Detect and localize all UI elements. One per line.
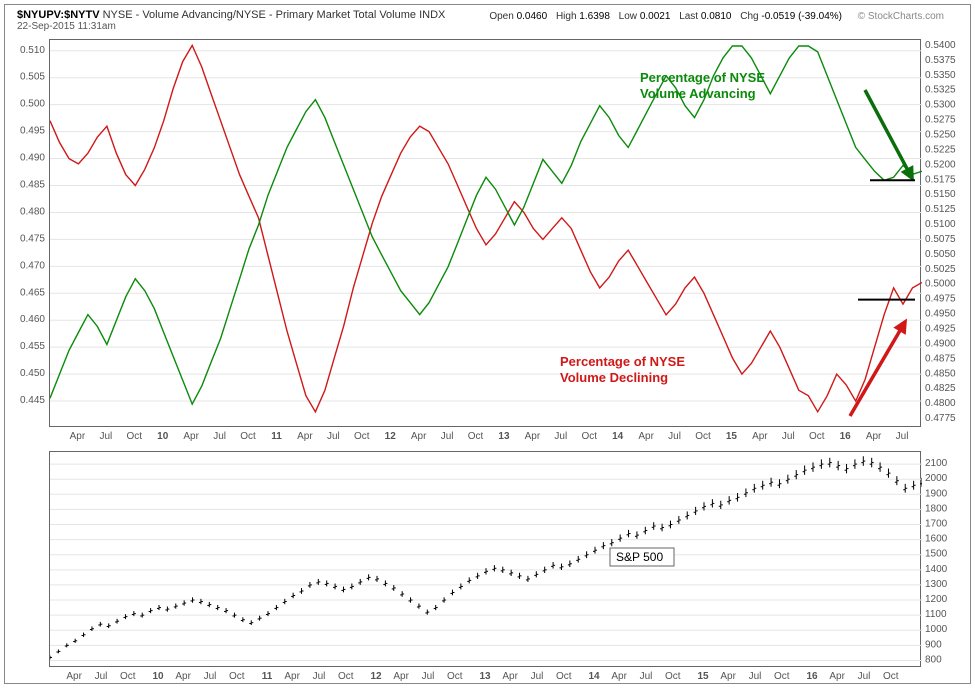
svg-text:Oct: Oct bbox=[556, 671, 572, 682]
svg-text:Apr: Apr bbox=[284, 671, 300, 682]
svg-text:Apr: Apr bbox=[829, 671, 845, 682]
svg-text:1400: 1400 bbox=[925, 564, 948, 575]
svg-text:Apr: Apr bbox=[611, 671, 627, 682]
svg-text:Jul: Jul bbox=[204, 671, 217, 682]
svg-text:Jul: Jul bbox=[422, 671, 435, 682]
svg-text:1200: 1200 bbox=[925, 594, 948, 605]
svg-text:800: 800 bbox=[925, 654, 942, 665]
svg-text:1800: 1800 bbox=[925, 503, 948, 514]
svg-text:Jul: Jul bbox=[858, 671, 871, 682]
sub-axes-svg: 800 900 1000 1100 1200 1300 1400 1500 1600 1700 18… bbox=[5, 5, 975, 693]
svg-text:Apr: Apr bbox=[393, 671, 409, 682]
svg-text:Jul: Jul bbox=[95, 671, 108, 682]
svg-text:Jul: Jul bbox=[749, 671, 762, 682]
svg-text:2100: 2100 bbox=[925, 458, 948, 469]
svg-text:Apr: Apr bbox=[175, 671, 191, 682]
svg-text:12: 12 bbox=[370, 671, 382, 682]
svg-text:16: 16 bbox=[806, 671, 818, 682]
svg-text:Oct: Oct bbox=[120, 671, 136, 682]
svg-text:2000: 2000 bbox=[925, 473, 948, 484]
svg-text:10: 10 bbox=[152, 671, 164, 682]
svg-text:Apr: Apr bbox=[502, 671, 518, 682]
svg-text:Apr: Apr bbox=[720, 671, 736, 682]
svg-text:Jul: Jul bbox=[313, 671, 326, 682]
svg-text:Oct: Oct bbox=[665, 671, 681, 682]
svg-text:1600: 1600 bbox=[925, 534, 948, 545]
svg-text:Oct: Oct bbox=[229, 671, 245, 682]
svg-text:Apr: Apr bbox=[66, 671, 82, 682]
svg-text:14: 14 bbox=[588, 671, 600, 682]
svg-text:Jul: Jul bbox=[640, 671, 653, 682]
svg-text:Jul: Jul bbox=[531, 671, 544, 682]
svg-text:1000: 1000 bbox=[925, 624, 948, 635]
svg-text:Oct: Oct bbox=[338, 671, 354, 682]
svg-text:1500: 1500 bbox=[925, 549, 948, 560]
chart-container: $NYUPV:$NYTV NYSE - Volume Advancing/NYS… bbox=[4, 4, 971, 684]
svg-text:1300: 1300 bbox=[925, 579, 948, 590]
svg-text:Oct: Oct bbox=[447, 671, 463, 682]
svg-text:900: 900 bbox=[925, 639, 942, 650]
svg-text:1100: 1100 bbox=[925, 609, 947, 620]
svg-text:11: 11 bbox=[262, 671, 273, 682]
svg-text:1900: 1900 bbox=[925, 488, 948, 499]
svg-text:1700: 1700 bbox=[925, 519, 948, 530]
svg-text:15: 15 bbox=[697, 671, 709, 682]
svg-text:13: 13 bbox=[479, 671, 491, 682]
svg-text:Oct: Oct bbox=[883, 671, 899, 682]
svg-text:Oct: Oct bbox=[774, 671, 790, 682]
